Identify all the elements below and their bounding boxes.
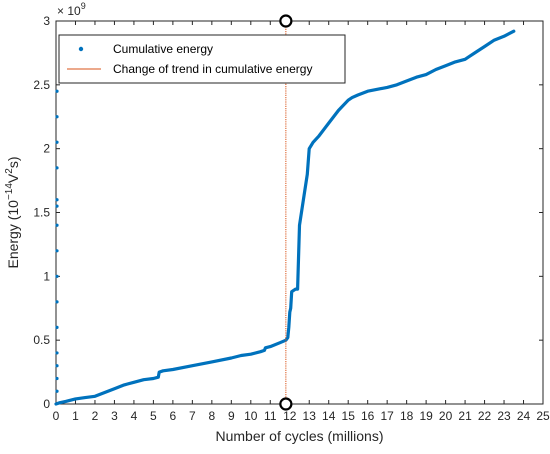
x-tick-label: 23 [497, 409, 511, 423]
x-axis-label: Number of cycles (millions) [215, 428, 383, 444]
x-tick-label: 8 [208, 409, 215, 423]
x-tick-label: 18 [400, 409, 414, 423]
x-tick-label: 6 [170, 409, 177, 423]
y-axis-label: Energy (10−14V2s) [4, 156, 21, 268]
data-point [55, 204, 59, 208]
data-point [55, 89, 59, 93]
plot-area [54, 14, 516, 411]
x-tick-label: 9 [228, 409, 235, 423]
x-tick-label: 20 [439, 409, 453, 423]
x-tick-label: 1 [72, 409, 79, 423]
x-tick-label: 15 [342, 409, 356, 423]
y-tick-label: 2 [43, 142, 50, 156]
x-axis: 0 1 2 3 4 5 6 7 8 9 10 11 12 13 14 15 16 17 18 19 20 21 22 23 24… [53, 21, 550, 423]
x-tick-label: 12 [283, 409, 297, 423]
y-tick-label: 1 [43, 269, 50, 283]
x-tick-label: 13 [303, 409, 317, 423]
legend-label-change-of-trend: Change of trend in cumulative energy [113, 62, 312, 76]
x-tick-label: 14 [322, 409, 336, 423]
y-axis: 0 0.5 1 1.5 2 2.5 3 [33, 14, 543, 411]
x-tick-label: 22 [478, 409, 492, 423]
legend: Cumulative energy Change of trend in cum… [58, 34, 346, 84]
legend-box [58, 34, 346, 84]
y-tick-label: 0 [43, 397, 50, 411]
y-tick-label: 1.5 [33, 206, 50, 220]
data-point [55, 166, 59, 170]
x-tick-label: 4 [131, 409, 138, 423]
x-tick-label: 25 [536, 409, 550, 423]
x-tick-label: 24 [517, 409, 531, 423]
data-point [55, 198, 59, 202]
data-point [55, 351, 59, 355]
x-tick-label: 0 [53, 409, 60, 423]
legend-marker-cumulative-energy [78, 46, 84, 52]
data-point [55, 389, 59, 393]
data-point [55, 140, 59, 144]
data-point [55, 364, 59, 368]
x-tick-label: 17 [380, 409, 394, 423]
y-tick-label: 3 [43, 14, 50, 28]
x-tick-label: 5 [150, 409, 157, 423]
x-tick-label: 10 [244, 409, 258, 423]
data-point [55, 376, 59, 381]
x-tick-label: 16 [361, 409, 375, 423]
x-tick-label: 7 [189, 409, 196, 423]
vline-endpoint-marker [279, 397, 293, 411]
y-tick-label: 0.5 [33, 333, 50, 347]
legend-label-cumulative-energy: Cumulative energy [113, 42, 213, 56]
data-point [55, 325, 59, 329]
series-line-cumulative-energy [54, 29, 516, 406]
data-point [55, 223, 59, 227]
data-point [55, 115, 59, 119]
x-tick-label: 19 [419, 409, 433, 423]
data-point [55, 249, 59, 253]
x-tick-label: 21 [458, 409, 472, 423]
y-multiplier-label: × 109 [57, 1, 86, 18]
vline-endpoint-marker [279, 14, 293, 28]
x-tick-label: 2 [92, 409, 99, 423]
y-tick-label: 2.5 [33, 78, 50, 92]
data-point [55, 274, 59, 278]
data-point [55, 300, 59, 304]
x-tick-label: 3 [111, 409, 118, 423]
x-tick-label: 11 [264, 409, 277, 423]
